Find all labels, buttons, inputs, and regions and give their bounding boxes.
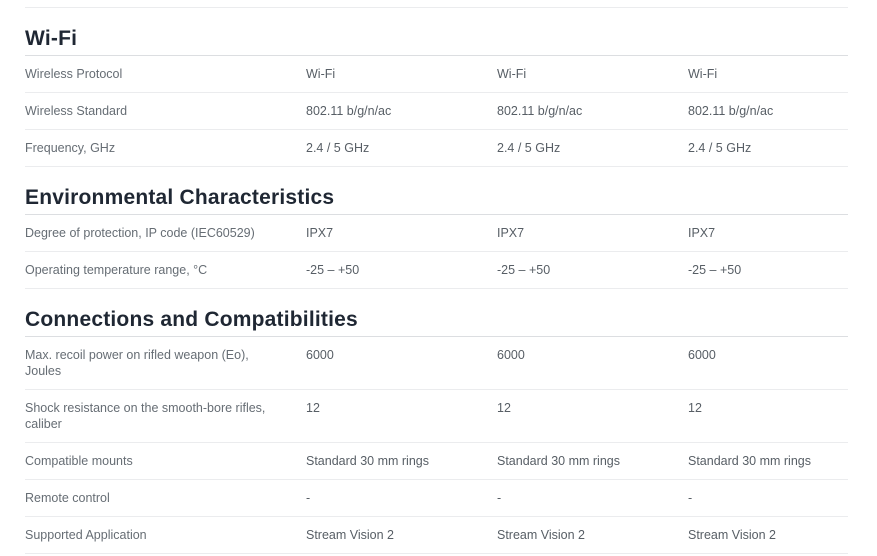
row-value: Wi-Fi: [306, 67, 336, 81]
table-row: Frequency, GHz 2.4 / 5 GHz 2.4 / 5 GHz 2…: [25, 130, 848, 167]
row-value: Standard 30 mm rings: [306, 454, 429, 468]
row-label: Max. recoil power on rifled weapon (Eo),…: [25, 348, 249, 378]
row-value: 802.11 b/g/n/ac: [497, 104, 583, 118]
section-connections: Connections and Compatibilities Max. rec…: [25, 307, 848, 554]
table-row: Shock resistance on the smooth-bore rifl…: [25, 390, 848, 443]
row-value: 2.4 / 5 GHz: [497, 141, 561, 155]
row-value: 6000: [497, 348, 525, 362]
row-value: Stream Vision 2: [306, 528, 395, 542]
row-label: Shock resistance on the smooth-bore rifl…: [25, 401, 266, 431]
row-value: Wi-Fi: [688, 67, 718, 81]
section-title: Environmental Characteristics: [25, 185, 848, 215]
row-value: -25 – +50: [306, 263, 360, 277]
row-value: 12: [497, 401, 511, 415]
section-wifi: Wi-Fi Wireless Protocol Wi-Fi Wi-Fi Wi-F…: [25, 26, 848, 167]
table-row: Remote control - - -: [25, 480, 848, 517]
row-value: -25 – +50: [497, 263, 551, 277]
top-divider: [25, 7, 848, 8]
section-environmental: Environmental Characteristics Degree of …: [25, 185, 848, 289]
row-value: IPX7: [497, 226, 525, 240]
row-value: 6000: [688, 348, 716, 362]
table-row: Supported Application Stream Vision 2 St…: [25, 517, 848, 554]
row-label: Compatible mounts: [25, 454, 133, 468]
row-value: 802.11 b/g/n/ac: [306, 104, 392, 118]
table-row: Wireless Protocol Wi-Fi Wi-Fi Wi-Fi: [25, 56, 848, 93]
row-label: Supported Application: [25, 528, 147, 542]
row-value: 2.4 / 5 GHz: [688, 141, 752, 155]
table-row: Degree of protection, IP code (IEC60529)…: [25, 215, 848, 252]
row-value: IPX7: [306, 226, 334, 240]
table-row: Wireless Standard 802.11 b/g/n/ac 802.11…: [25, 93, 848, 130]
row-value: -: [497, 491, 502, 505]
table-row: Max. recoil power on rifled weapon (Eo),…: [25, 337, 848, 390]
section-title: Wi-Fi: [25, 26, 848, 56]
row-label: Wireless Standard: [25, 104, 128, 118]
row-value: 2.4 / 5 GHz: [306, 141, 370, 155]
row-label: Wireless Protocol: [25, 67, 123, 81]
row-value: -: [688, 491, 693, 505]
row-value: 12: [306, 401, 320, 415]
row-value: IPX7: [688, 226, 716, 240]
row-value: -25 – +50: [688, 263, 742, 277]
row-label: Operating temperature range, °C: [25, 263, 208, 277]
row-value: Standard 30 mm rings: [497, 454, 620, 468]
row-value: -: [306, 491, 311, 505]
row-value: Wi-Fi: [497, 67, 527, 81]
row-value: 12: [688, 401, 702, 415]
row-value: Stream Vision 2: [497, 528, 586, 542]
row-label: Degree of protection, IP code (IEC60529): [25, 226, 255, 240]
row-value: 6000: [306, 348, 334, 362]
table-row: Operating temperature range, °C -25 – +5…: [25, 252, 848, 289]
row-label: Frequency, GHz: [25, 141, 116, 155]
row-value: 802.11 b/g/n/ac: [688, 104, 774, 118]
row-value: Standard 30 mm rings: [688, 454, 811, 468]
table-row: Compatible mounts Standard 30 mm rings S…: [25, 443, 848, 480]
section-title: Connections and Compatibilities: [25, 307, 848, 337]
row-value: Stream Vision 2: [688, 528, 777, 542]
spec-comparison-table: Wi-Fi Wireless Protocol Wi-Fi Wi-Fi Wi-F…: [25, 0, 848, 554]
row-label: Remote control: [25, 491, 110, 505]
